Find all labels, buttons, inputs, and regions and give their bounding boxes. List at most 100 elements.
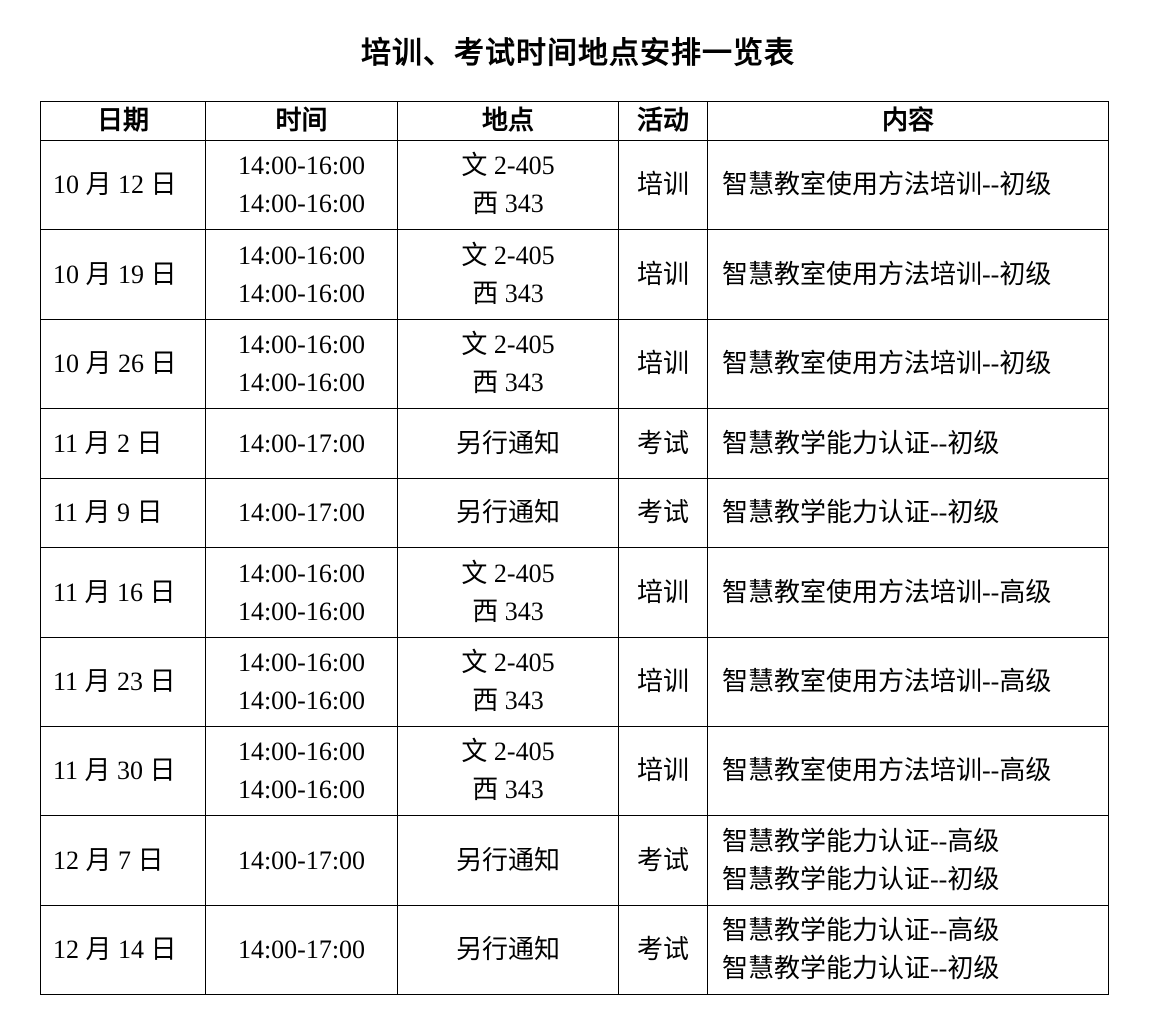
- table-row: 11 月 9 日 14:00-17:00 另行通知 考试 智慧教学能力认证--初级: [40, 478, 1109, 548]
- time-cell-line: 14:00-16:00: [237, 596, 366, 626]
- place-cell-line: 西 343: [472, 596, 544, 626]
- time-cell: 14:00-16:00 14:00-16:00: [205, 229, 398, 320]
- time-cell-line: 14:00-16:00: [237, 737, 366, 766]
- header-date: 日期: [40, 101, 206, 141]
- date-cell: 11 月 30 日: [40, 726, 206, 816]
- place-cell-line: 西 343: [472, 368, 544, 397]
- content-cell-line: 智慧教室使用方法培训--高级: [722, 577, 1052, 607]
- table-row: 12 月 7 日 14:00-17:00 另行通知 考试 智慧教学能力认证--高级 智慧教…: [40, 815, 1109, 906]
- time-cell-line: 14:00-16:00: [237, 775, 366, 804]
- table-row: 12 月 14 日 14:00-17:00 另行通知 考试 智慧教学能力认证--高级 智慧…: [40, 905, 1109, 995]
- content-cell-line: 智慧教室使用方法培训--高级: [722, 667, 1052, 696]
- date-cell: 11 月 16 日: [40, 547, 206, 638]
- time-cell-line: 14:00-16:00: [237, 686, 366, 715]
- header-content: 内容: [707, 101, 1109, 141]
- place-cell-line: 文 2-405: [461, 330, 555, 359]
- activity-cell: 考试: [618, 815, 708, 906]
- time-cell-line: 14:00-16:00: [237, 278, 366, 308]
- place-cell: 另行通知: [397, 815, 619, 906]
- content-cell-line: 智慧教室使用方法培训--初级: [722, 259, 1052, 289]
- activity-cell: 培训: [618, 229, 708, 320]
- table-row: 11 月 23 日 14:00-16:00 14:00-16:00 文 2-405 西 …: [40, 637, 1109, 727]
- content-cell: 智慧教室使用方法培训--高级: [707, 726, 1109, 816]
- content-cell: 智慧教室使用方法培训--高级: [707, 547, 1109, 638]
- time-cell-line: 14:00-16:00: [237, 189, 366, 218]
- time-cell-line: 14:00-16:00: [237, 240, 366, 270]
- place-cell-line: 文 2-405: [461, 737, 555, 766]
- header-row: 日期 时间 地点 活动 内容: [40, 101, 1109, 141]
- content-cell: 智慧教室使用方法培训--初级: [707, 140, 1109, 230]
- time-cell-line: 14:00-17:00: [237, 845, 366, 875]
- place-cell: 文 2-405 西 343: [397, 547, 619, 638]
- place-cell: 文 2-405 西 343: [397, 726, 619, 816]
- content-cell: 智慧教室使用方法培训--初级: [707, 229, 1109, 320]
- place-cell: 另行通知: [397, 408, 619, 479]
- date-cell: 12 月 7 日: [40, 815, 206, 906]
- header-place: 地点: [397, 101, 619, 141]
- place-cell-line: 文 2-405: [461, 240, 555, 270]
- content-cell-line: 智慧教学能力认证--高级: [722, 826, 1000, 856]
- place-cell-line: 西 343: [472, 189, 544, 218]
- place-cell-line: 另行通知: [455, 935, 560, 964]
- content-cell: 智慧教室使用方法培训--高级: [707, 637, 1109, 727]
- page-title: 培训、考试时间地点安排一览表: [361, 37, 795, 70]
- table-row: 10 月 26 日 14:00-16:00 14:00-16:00 文 2-405 西 …: [40, 319, 1109, 409]
- place-cell: 另行通知: [397, 905, 619, 995]
- table-row: 11 月 16 日 14:00-16:00 14:00-16:00 文 2-405 西 …: [40, 547, 1109, 638]
- place-cell-line: 文 2-405: [461, 151, 555, 180]
- time-cell: 14:00-17:00: [205, 905, 398, 995]
- time-cell-line: 14:00-16:00: [237, 151, 366, 180]
- place-cell-line: 另行通知: [455, 845, 560, 875]
- activity-cell: 考试: [618, 905, 708, 995]
- date-cell: 12 月 14 日: [40, 905, 206, 995]
- content-cell-line: 智慧教学能力认证--初级: [722, 864, 1000, 894]
- time-cell-line: 14:00-16:00: [237, 368, 366, 397]
- place-cell: 文 2-405 西 343: [397, 319, 619, 409]
- place-cell-line: 西 343: [472, 278, 544, 308]
- time-cell-line: 14:00-16:00: [237, 330, 366, 359]
- content-cell: 智慧教学能力认证--初级: [707, 478, 1109, 548]
- time-cell: 14:00-17:00: [205, 815, 398, 906]
- place-cell-line: 另行通知: [455, 498, 560, 527]
- content-cell-line: 智慧教室使用方法培训--初级: [722, 170, 1052, 199]
- date-cell: 10 月 12 日: [40, 140, 206, 230]
- place-cell: 另行通知: [397, 478, 619, 548]
- date-cell: 11 月 23 日: [40, 637, 206, 727]
- table-row: 10 月 19 日 14:00-16:00 14:00-16:00 文 2-405 西 …: [40, 229, 1109, 320]
- time-cell: 14:00-17:00: [205, 408, 398, 479]
- content-cell-line: 智慧教学能力认证--初级: [722, 498, 1000, 527]
- table-row: 11 月 30 日 14:00-16:00 14:00-16:00 文 2-405 西 …: [40, 726, 1109, 816]
- date-cell: 11 月 9 日: [40, 478, 206, 548]
- activity-cell: 考试: [618, 478, 708, 548]
- time-cell-line: 14:00-17:00: [237, 935, 366, 964]
- time-cell: 14:00-16:00 14:00-16:00: [205, 637, 398, 727]
- activity-cell: 考试: [618, 408, 708, 479]
- content-cell: 智慧教室使用方法培训--初级: [707, 319, 1109, 409]
- content-cell: 智慧教学能力认证--高级 智慧教学能力认证--初级: [707, 815, 1109, 906]
- content-cell-line: 智慧教室使用方法培训--高级: [722, 756, 1052, 785]
- header-time: 时间: [205, 101, 398, 141]
- place-cell: 文 2-405 西 343: [397, 140, 619, 230]
- activity-cell: 培训: [618, 726, 708, 816]
- date-cell: 11 月 2 日: [40, 408, 206, 479]
- place-cell-line: 文 2-405: [461, 648, 555, 677]
- content-cell: 智慧教学能力认证--高级 智慧教学能力认证--初级: [707, 905, 1109, 995]
- place-cell: 文 2-405 西 343: [397, 637, 619, 727]
- activity-cell: 培训: [618, 637, 708, 727]
- place-cell-line: 西 343: [472, 775, 544, 804]
- place-cell-line: 文 2-405: [461, 558, 555, 588]
- time-cell-line: 14:00-17:00: [237, 428, 366, 458]
- header-activity: 活动: [618, 101, 708, 141]
- place-cell: 文 2-405 西 343: [397, 229, 619, 320]
- date-cell: 10 月 26 日: [40, 319, 206, 409]
- place-cell-line: 另行通知: [455, 428, 560, 458]
- time-cell-line: 14:00-17:00: [237, 498, 366, 527]
- table-row: 10 月 12 日 14:00-16:00 14:00-16:00 文 2-405 西 …: [40, 140, 1109, 230]
- content-cell-line: 智慧教学能力认证--初级: [722, 954, 1000, 983]
- time-cell: 14:00-16:00 14:00-16:00: [205, 140, 398, 230]
- time-cell-line: 14:00-16:00: [237, 648, 366, 677]
- time-cell: 14:00-16:00 14:00-16:00: [205, 547, 398, 638]
- content-cell: 智慧教学能力认证--初级: [707, 408, 1109, 479]
- activity-cell: 培训: [618, 319, 708, 409]
- time-cell-line: 14:00-16:00: [237, 558, 366, 588]
